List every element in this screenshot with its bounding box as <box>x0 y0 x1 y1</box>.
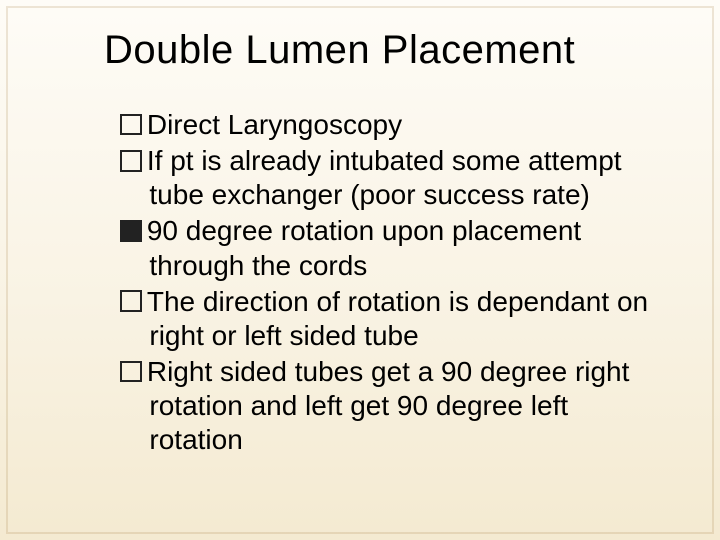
bullet-item: Direct Laryngoscopy <box>120 108 650 142</box>
bullet-text: Right sided tubes get a 90 degree right … <box>147 356 630 455</box>
square-bullet-icon <box>120 361 142 383</box>
bullet-item: Right sided tubes get a 90 degree right … <box>120 355 650 457</box>
square-bullet-icon <box>120 290 142 312</box>
square-bullet-icon <box>120 150 142 172</box>
slide-title: Double Lumen Placement <box>104 28 660 73</box>
bullet-item: 90 degree rotation upon placement throug… <box>120 214 650 282</box>
bullet-item: The direction of rotation is dependant o… <box>120 285 650 353</box>
bullet-text: 90 degree rotation upon placement throug… <box>147 215 581 280</box>
slide: Double Lumen Placement Direct Laryngosco… <box>0 0 720 540</box>
slide-body: Direct Laryngoscopy If pt is already int… <box>120 108 650 460</box>
square-bullet-icon <box>120 114 142 136</box>
bullet-item: If pt is already intubated some attempt … <box>120 144 650 212</box>
bullet-text: The direction of rotation is dependant o… <box>147 286 648 351</box>
bullet-text: If pt is already intubated some attempt … <box>147 145 622 210</box>
bullet-text: Direct Laryngoscopy <box>147 109 402 140</box>
square-bullet-solid-icon <box>120 220 142 242</box>
